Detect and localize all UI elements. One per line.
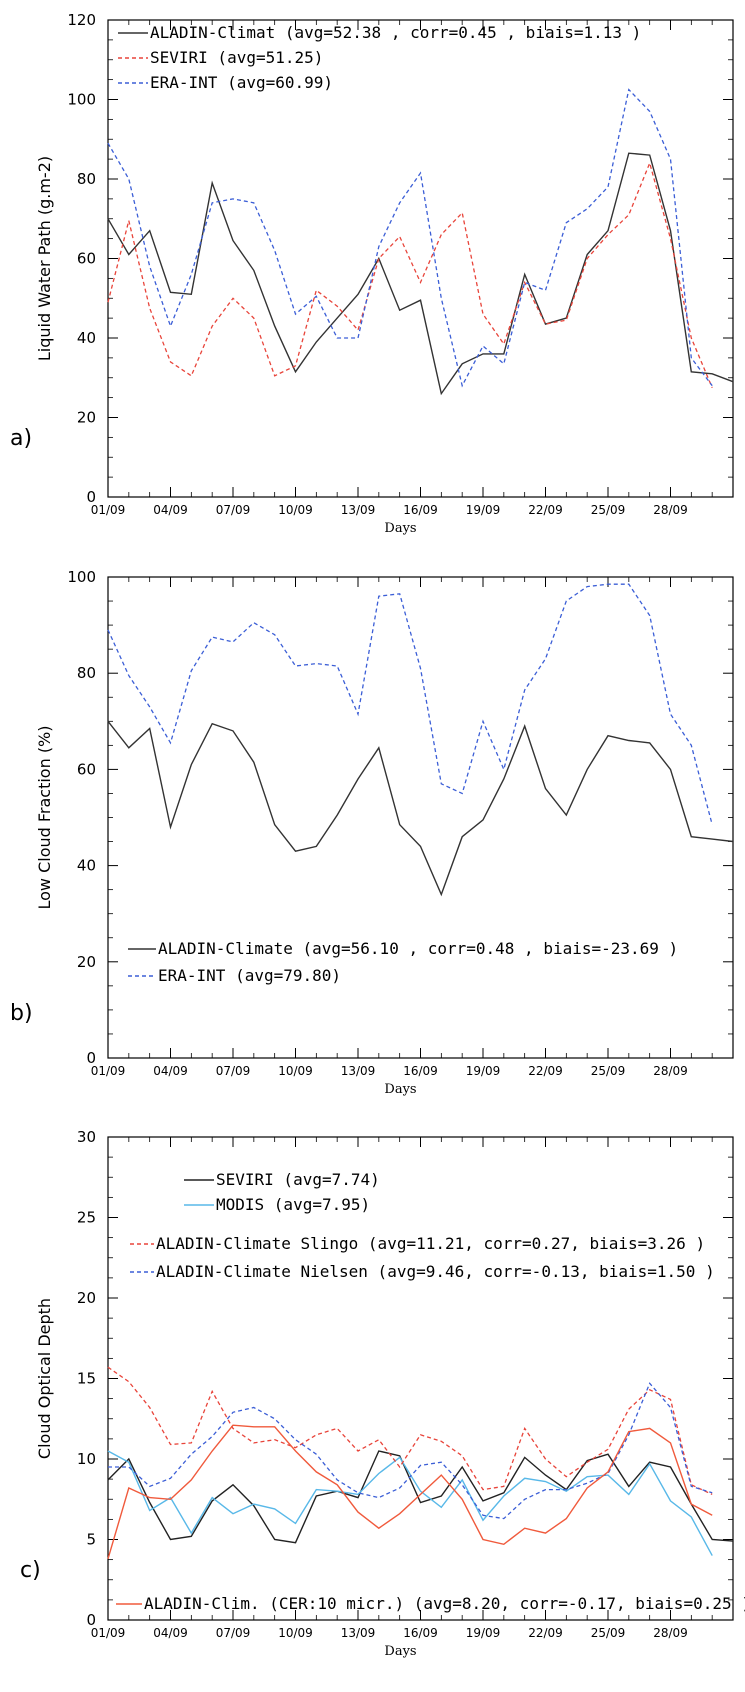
y-tick-label: 0 [86, 488, 96, 506]
panel-b-low-cloud-fraction: 0 20 40 60 80 100 01/09 04/09 07/09 10/09 13/09 16/… [10, 568, 734, 1097]
legend-entry: ALADIN-Clim. (CER:10 micr.) (avg=8.20, c… [144, 1594, 745, 1613]
x-tick-label: 22/09 [528, 1626, 563, 1640]
legend-entry: ALADIN-Climate (avg=56.10 , corr=0.48 , … [158, 939, 678, 958]
x-tick-label: 10/09 [278, 503, 313, 517]
legend-entry: ALADIN-Climate Nielsen (avg=9.46, corr=-… [156, 1262, 715, 1281]
series-line-era-int [107, 88, 713, 388]
x-tick-label: 16/09 [403, 1626, 438, 1640]
y-tick-label: 30 [77, 1128, 96, 1146]
y-tick-label: 120 [67, 11, 96, 29]
x-tick-label: 01/09 [91, 1626, 126, 1640]
x-tick-label: 04/09 [153, 1064, 188, 1078]
x-tick-label: 25/09 [591, 1064, 626, 1078]
y-tick-label: 20 [77, 409, 96, 427]
y-axis-title: Low Cloud Fraction (%) [35, 725, 54, 909]
x-tick-label: 04/09 [153, 503, 188, 517]
x-tick-label: 01/09 [91, 1064, 126, 1078]
series-line-aladin-clim-cer-10-micr- [107, 1424, 713, 1559]
x-tick-label: 28/09 [653, 1626, 688, 1640]
legend-entry: MODIS (avg=7.95) [216, 1195, 370, 1214]
x-tick-label: 19/09 [466, 1626, 501, 1640]
x-tick-label: 13/09 [341, 1626, 376, 1640]
x-tick-label: 19/09 [466, 503, 501, 517]
x-axis-title: Days [384, 1082, 416, 1097]
y-tick-label: 20 [77, 1289, 96, 1307]
x-axis-title: Days [384, 1644, 416, 1659]
legend-entry: ALADIN-Climate Slingo (avg=11.21, corr=0… [156, 1234, 705, 1253]
y-tick-label: 5 [86, 1531, 96, 1549]
y-tick-label: 60 [77, 760, 96, 778]
series-line-aladin-climat [107, 152, 734, 396]
y-tick-label: 80 [77, 170, 96, 188]
x-tick-label: 22/09 [528, 503, 563, 517]
panel-a-liquid-water-path: 0 20 40 60 80 100 120 01/09 04/09 07/09 10/09 13/09… [10, 11, 734, 536]
x-tick-label: 07/09 [216, 503, 251, 517]
x-tick-label: 25/09 [591, 1626, 626, 1640]
series-line-aladin-climate-nielsen [108, 1382, 713, 1520]
series-line-era-int [107, 583, 713, 825]
x-tick-label: 25/09 [591, 503, 626, 517]
y-tick-label: 60 [77, 250, 96, 268]
series-line-seviri [107, 161, 713, 388]
panel-label: a) [10, 426, 32, 451]
y-tick-label: 0 [86, 1049, 96, 1067]
y-tick-label: 40 [77, 329, 96, 347]
x-tick-label: 04/09 [153, 1626, 188, 1640]
x-tick-label: 13/09 [341, 1064, 376, 1078]
plot-frame [107, 576, 734, 1059]
y-tick-label: 100 [67, 568, 96, 586]
y-tick-label: 15 [77, 1370, 96, 1388]
legend-entry: SEVIRI (avg=7.74) [216, 1170, 380, 1189]
x-tick-label: 01/09 [91, 503, 126, 517]
series-line-aladin-climate-slingo [107, 1366, 713, 1495]
legend-entry: ALADIN-Climat (avg=52.38 , corr=0.45 , b… [150, 23, 641, 42]
y-tick-label: 0 [86, 1611, 96, 1629]
y-axis-title: Cloud Optical Depth [35, 1298, 54, 1459]
legend-entry: ERA-INT (avg=60.99) [150, 73, 333, 92]
y-tick-label: 10 [77, 1450, 96, 1468]
legend-entry: ERA-INT (avg=79.80) [158, 966, 341, 985]
series-line-aladin-climate [107, 720, 734, 897]
x-tick-label: 16/09 [403, 503, 438, 517]
x-tick-label: 16/09 [403, 1064, 438, 1078]
x-tick-label: 07/09 [216, 1064, 251, 1078]
y-tick-label: 100 [67, 91, 96, 109]
x-tick-label: 10/09 [278, 1626, 313, 1640]
legend-entry: SEVIRI (avg=51.25) [150, 48, 323, 67]
x-tick-label: 22/09 [528, 1064, 563, 1078]
x-tick-label: 13/09 [341, 503, 376, 517]
y-tick-label: 25 [77, 1209, 96, 1227]
panel-label: c) [20, 1558, 41, 1583]
x-tick-label: 10/09 [278, 1064, 313, 1078]
series-line-modis [107, 1450, 713, 1556]
plot-frame [107, 1136, 734, 1621]
y-tick-label: 40 [77, 857, 96, 875]
x-tick-label: 07/09 [216, 1626, 251, 1640]
panel-label: b) [10, 1001, 33, 1026]
x-axis-title: Days [384, 521, 416, 536]
y-tick-label: 80 [77, 664, 96, 682]
x-tick-label: 19/09 [466, 1064, 501, 1078]
panel-c-cloud-optical-depth: 0 5 10 15 20 25 30 01/09 04/09 07/09 10/09 13/09 16/… [20, 1128, 745, 1659]
x-tick-label: 28/09 [653, 503, 688, 517]
y-axis-title: Liquid Water Path (g.m-2) [35, 156, 54, 361]
y-tick-label: 20 [77, 953, 96, 971]
x-tick-label: 28/09 [653, 1064, 688, 1078]
